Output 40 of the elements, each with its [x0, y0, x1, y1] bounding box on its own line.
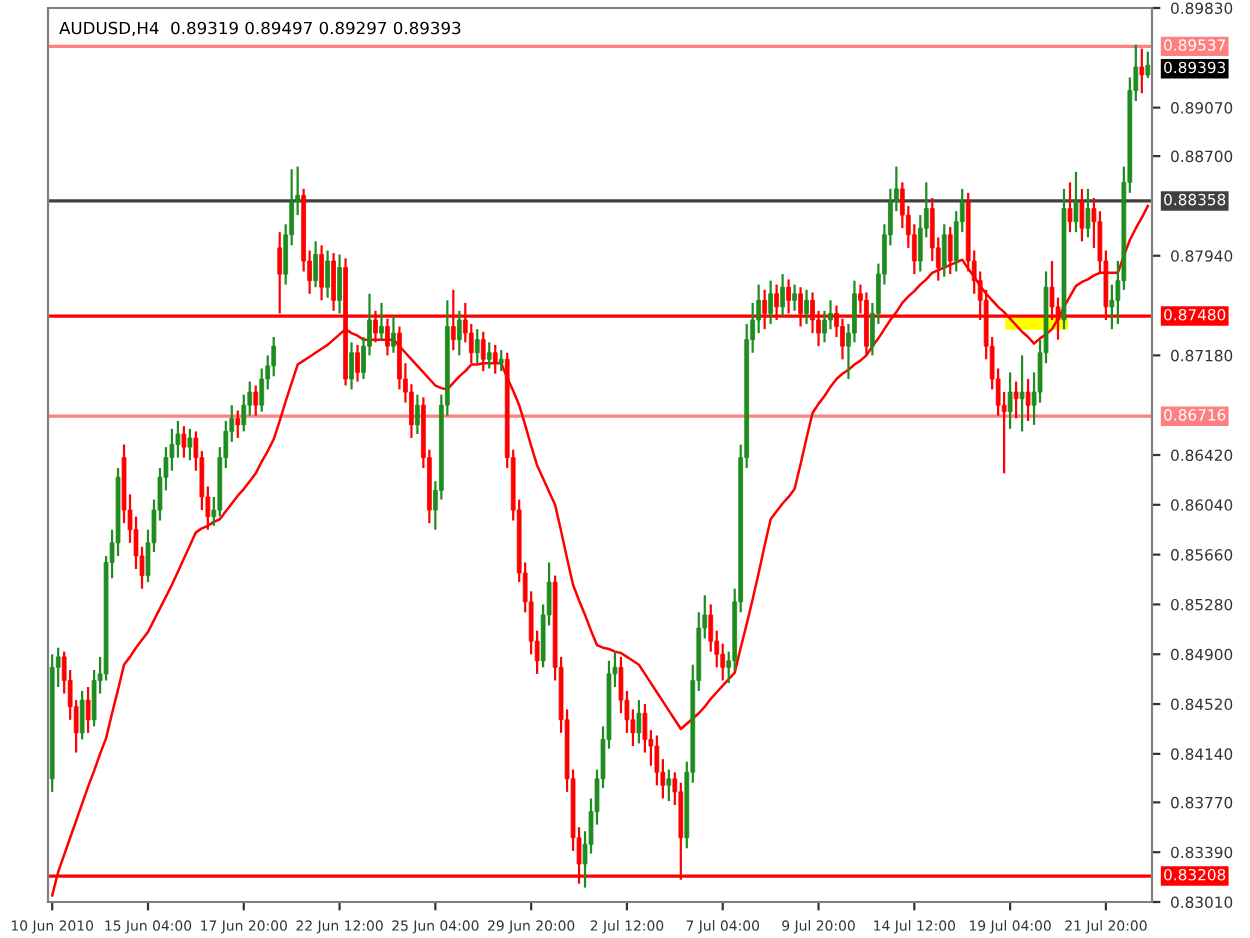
candlestick	[1139, 47, 1145, 95]
candlestick	[498, 349, 504, 373]
candlestick	[792, 283, 797, 312]
candlestick	[492, 343, 498, 375]
candlestick	[79, 689, 85, 741]
candlestick	[474, 328, 480, 365]
candlestick	[1013, 380, 1019, 420]
candlestick	[415, 393, 420, 436]
candlestick	[480, 330, 486, 373]
candlestick	[379, 301, 384, 341]
candlestick	[1085, 187, 1091, 239]
candlestick	[1019, 354, 1025, 433]
candlestick	[235, 409, 241, 440]
candlestick	[1067, 181, 1073, 234]
text: AUDUSD,H4 0.89319 0.89497 0.89297 0.89393	[59, 21, 461, 37]
candlestick	[349, 341, 354, 391]
candlestick	[313, 240, 318, 289]
candlestick	[666, 768, 672, 803]
candlestick	[355, 343, 360, 383]
candlestick	[768, 279, 773, 326]
candlestick	[1145, 50, 1151, 79]
candlestick	[337, 253, 342, 315]
candlestick	[1007, 371, 1013, 430]
candlestick	[1079, 187, 1085, 243]
candlestick	[85, 685, 91, 735]
candlestick	[1073, 170, 1079, 234]
candlestick	[1025, 377, 1031, 423]
candlestick	[391, 314, 396, 354]
candlestick	[636, 699, 642, 745]
candlestick	[780, 272, 785, 318]
candlestick	[187, 427, 193, 462]
candlestick	[804, 288, 809, 326]
candlestick	[325, 249, 330, 299]
candlestick	[456, 309, 462, 357]
candlestick	[947, 225, 953, 276]
candlestick	[181, 425, 187, 459]
candlestick	[486, 341, 492, 370]
candlestick	[319, 244, 324, 302]
candlestick	[253, 384, 259, 417]
candlestick	[941, 223, 947, 278]
